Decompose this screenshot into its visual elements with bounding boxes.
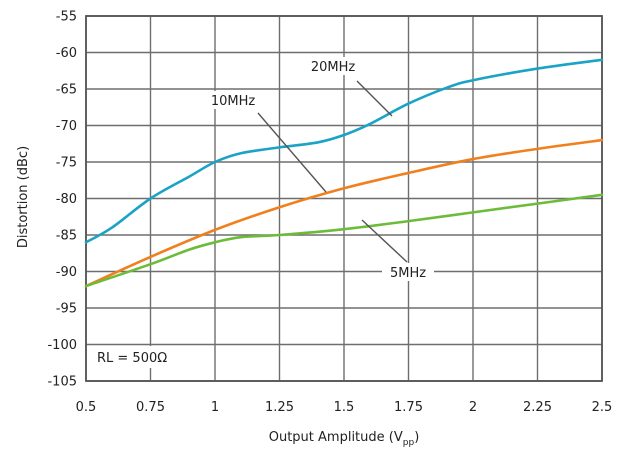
y-tick-label: -70 [56,119,77,134]
x-tick-label: 2.25 [523,400,552,415]
x-axis-title-end: ) [414,430,419,445]
x-axis-title-sub: pp [403,438,415,448]
grid [85,15,603,382]
y-tick-label: -60 [56,46,77,61]
plot-frame [85,15,603,382]
x-tick-labels: 0.5 0.75 1 1.25 1.5 1.75 2 2.25 2.5 [76,400,613,415]
x-tick-label: 2.5 [592,400,613,415]
x-tick-label: 1.25 [265,400,294,415]
label-20mhz: 20MHz [311,60,356,75]
y-tick-label: -85 [56,229,77,244]
x-tick-label: 2 [469,400,477,415]
label-10mhz-bg [204,91,262,109]
series-lines [84,58,604,288]
y-tick-label: -100 [47,338,77,353]
leader-20mhz [356,80,393,117]
y-tick-label: -90 [56,265,77,280]
y-tick-label: -80 [56,192,77,207]
x-axis-title: Output Amplitude (Vpp) [269,430,420,448]
x-tick-label: 0.75 [136,400,165,415]
y-axis-title: Distortion (dBc) [16,146,31,248]
label-10mhz: 10MHz [211,94,256,109]
y-tick-label: -65 [56,83,77,98]
y-tick-label: -105 [47,375,77,390]
series-line-20mhz [84,58,604,244]
y-tick-labels: -55 -60 -65 -70 -75 -80 -85 -90 -95 -100 -105 [47,10,77,390]
label-20mhz-bg [304,57,362,75]
x-axis-title-main: Output Amplitude (V [269,430,403,445]
series-line-10mhz [84,138,604,288]
rl-label-bg [90,346,190,368]
annotations: 20MHz 10MHz 5MHz RL = 500Ω [90,57,434,368]
y-tick-label: -55 [56,10,77,25]
x-tick-label: 1.75 [394,400,423,415]
leader-5mhz [361,219,408,263]
x-tick-label: 1 [211,400,219,415]
y-tick-label: -95 [56,302,77,317]
series-line-5mhz [84,193,604,288]
label-5mhz-bg [382,263,434,281]
y-tick-label: -75 [56,156,77,171]
rl-label: RL = 500Ω [97,351,167,366]
x-tick-label: 1.5 [334,400,355,415]
x-tick-label: 0.5 [76,400,97,415]
leader-10mhz [257,112,327,193]
label-5mhz: 5MHz [390,266,426,281]
